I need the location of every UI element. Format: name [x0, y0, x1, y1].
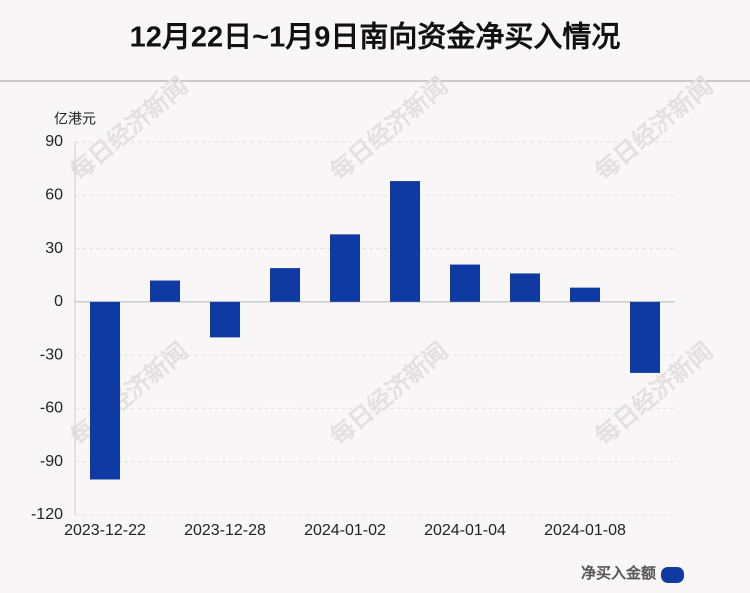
y-axis-label: 亿港元 — [54, 111, 96, 127]
x-tick-label: 2023-12-28 — [184, 522, 266, 539]
y-tick-label: 30 — [45, 240, 63, 257]
y-tick-label: 90 — [45, 133, 63, 150]
legend-swatch — [661, 567, 684, 583]
y-tick-label: -30 — [40, 346, 63, 363]
y-tick-label: -60 — [40, 400, 63, 417]
x-tick-label: 2023-12-22 — [64, 522, 146, 539]
y-tick-label: -90 — [40, 453, 63, 470]
bar — [150, 280, 180, 302]
y-tick-label: 60 — [45, 187, 63, 204]
bar — [90, 301, 120, 480]
y-tick-label: -120 — [31, 506, 63, 523]
legend-label: 净买入金额 — [581, 564, 656, 582]
bar — [330, 234, 360, 302]
chart-title: 12月22日~1月9日南向资金净买入情况 — [130, 20, 621, 54]
x-tick-label: 2024-01-04 — [424, 522, 506, 539]
bar — [450, 264, 480, 302]
bar — [570, 287, 600, 302]
bar — [510, 273, 540, 302]
bar — [630, 301, 660, 373]
x-tick-label: 2024-01-02 — [304, 522, 386, 539]
x-tick-label: 2024-01-08 — [544, 522, 626, 539]
bar — [390, 181, 420, 302]
y-tick-label: 0 — [54, 293, 63, 310]
bar — [270, 268, 300, 302]
bar — [210, 301, 240, 338]
